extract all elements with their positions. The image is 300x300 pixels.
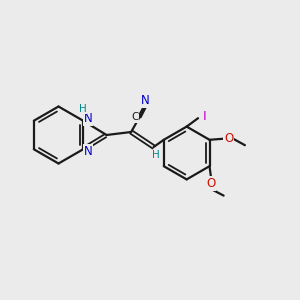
Text: C: C bbox=[131, 112, 139, 122]
Text: O: O bbox=[224, 132, 233, 145]
Text: N: N bbox=[141, 94, 150, 107]
Text: H: H bbox=[152, 150, 160, 161]
Text: H: H bbox=[79, 104, 86, 114]
Text: N: N bbox=[84, 145, 93, 158]
Text: O: O bbox=[206, 177, 216, 190]
Text: I: I bbox=[203, 110, 206, 123]
Text: N: N bbox=[84, 112, 93, 125]
